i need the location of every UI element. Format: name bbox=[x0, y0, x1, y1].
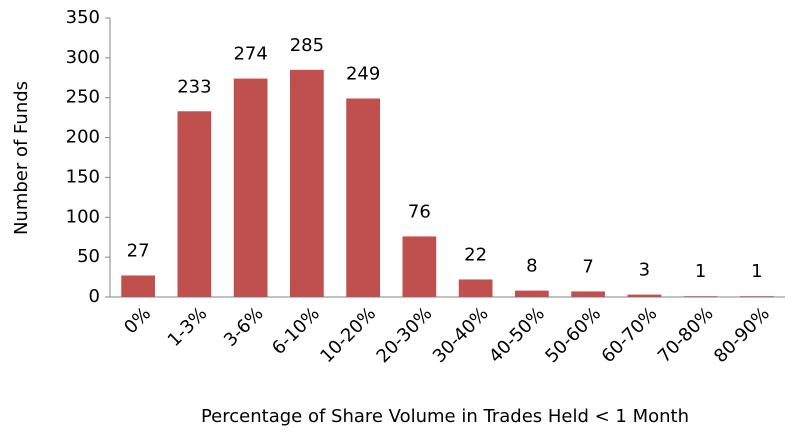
bar bbox=[740, 296, 774, 297]
bar bbox=[683, 296, 718, 297]
x-tick-label: 50-60% bbox=[541, 303, 605, 367]
bar bbox=[402, 236, 437, 297]
data-label: 22 bbox=[464, 244, 487, 265]
bar bbox=[177, 111, 212, 297]
x-tick-label: 0% bbox=[120, 303, 155, 338]
data-label: 1 bbox=[695, 261, 706, 282]
y-tick-label: 150 bbox=[66, 166, 100, 187]
x-tick-label: 70-80% bbox=[654, 303, 718, 367]
x-tick-label: 1-3% bbox=[164, 303, 212, 351]
bar bbox=[121, 275, 155, 297]
y-tick-label: 50 bbox=[77, 246, 100, 267]
y-tick-label: 250 bbox=[66, 87, 100, 108]
x-tick-label: 60-70% bbox=[598, 303, 662, 367]
x-tick-label: 40-50% bbox=[485, 303, 549, 367]
data-label: 27 bbox=[127, 240, 150, 261]
data-label: 7 bbox=[582, 256, 593, 277]
bar bbox=[571, 291, 605, 297]
bar bbox=[515, 290, 549, 297]
y-tick-label: 200 bbox=[66, 127, 100, 148]
bar bbox=[346, 98, 380, 297]
data-label: 285 bbox=[290, 35, 324, 56]
x-tick-label: 30-40% bbox=[429, 303, 493, 367]
y-tick-label: 300 bbox=[66, 47, 100, 68]
x-tick-label: 6-10% bbox=[268, 303, 324, 359]
data-label: 274 bbox=[233, 44, 267, 65]
y-tick-label: 100 bbox=[66, 206, 100, 227]
y-tick-label: 0 bbox=[89, 286, 100, 307]
x-tick-label: 10-20% bbox=[316, 303, 380, 367]
bar bbox=[290, 69, 324, 297]
y-tick-label: 350 bbox=[66, 7, 100, 28]
bar bbox=[233, 78, 268, 297]
data-label: 3 bbox=[639, 260, 650, 281]
x-tick-label: 20-30% bbox=[373, 303, 437, 367]
y-axis-label: Number of Funds bbox=[11, 81, 32, 235]
x-tick-label: 80-90% bbox=[710, 303, 774, 367]
data-label: 249 bbox=[346, 64, 380, 85]
data-label: 233 bbox=[177, 76, 211, 97]
bar bbox=[627, 294, 662, 297]
data-label: 1 bbox=[751, 261, 762, 282]
data-label: 8 bbox=[526, 256, 537, 277]
bar bbox=[458, 279, 493, 297]
x-tick-label: 3-6% bbox=[220, 303, 268, 351]
data-label: 76 bbox=[408, 201, 431, 222]
x-axis-label: Percentage of Share Volume in Trades Hel… bbox=[201, 406, 689, 427]
